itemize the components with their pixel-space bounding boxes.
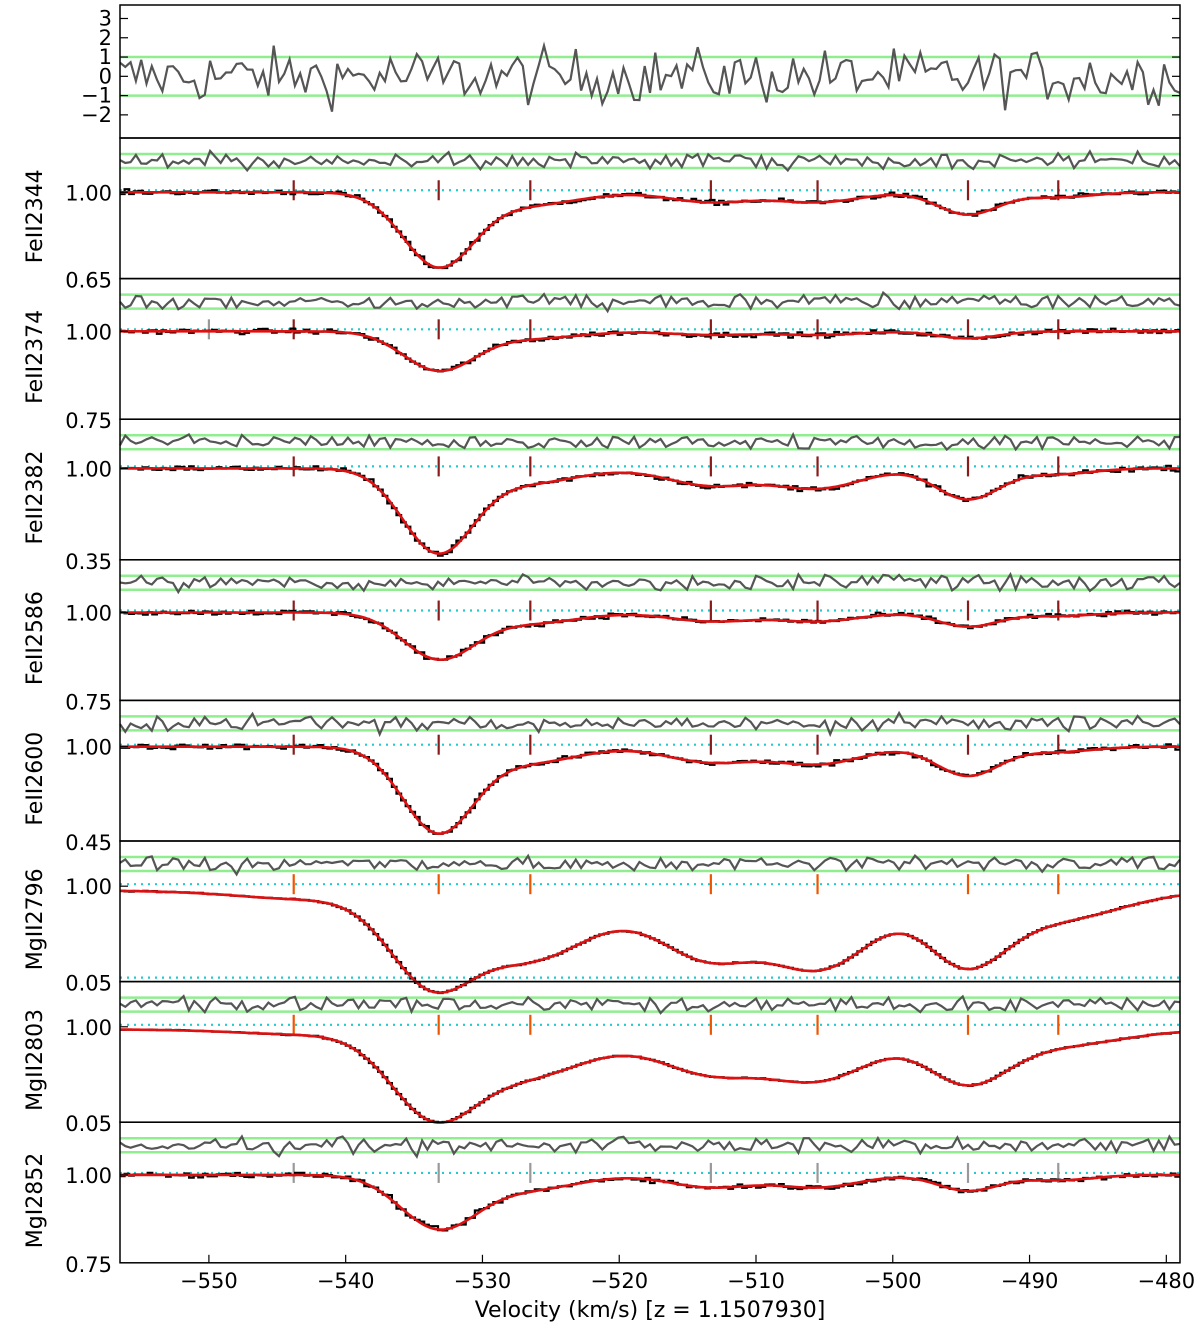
residual-line: [119, 41, 1181, 112]
spectrum-panel-feii2344: 1.00 0.65 FeII2344: [23, 137, 1181, 293]
panel-label: FeII2374: [23, 310, 48, 404]
residual-ytick-label: 1: [99, 45, 112, 69]
model-curve: [120, 1173, 1180, 1231]
ytick-label-unity: 1.00: [65, 457, 112, 481]
panel-residual-line: [119, 853, 1181, 877]
panel-residual-line: [119, 1134, 1181, 1160]
residual-ytick-label: −2: [81, 103, 112, 127]
x-axis-label: Velocity (km/s) [z = 1.1507930]: [475, 1298, 826, 1322]
xtick-label: −540: [317, 1269, 375, 1293]
ytick-label-min: 0.05: [65, 1112, 112, 1136]
model-curve: [120, 889, 1181, 994]
spectrum-panel-feii2586: 1.00 0.75 FeII2586: [23, 559, 1181, 714]
spectrum-panel-mgi2852: 1.00 0.75 MgI2852: [23, 1121, 1181, 1277]
model-curve: [120, 1028, 1181, 1124]
xtick-label: −510: [727, 1269, 785, 1293]
ytick-label-min: 0.45: [65, 831, 112, 855]
x-axis: −550 −540 −530 −520 −510 −500 −490 −480: [180, 1254, 1195, 1293]
panel-frame: [119, 277, 1181, 420]
data-histogram: [120, 1028, 1180, 1124]
residual-ytick-label: −1: [81, 84, 112, 108]
panel-residual-line: [119, 290, 1181, 314]
panel-label: MgII2796: [23, 868, 48, 970]
ytick-label-unity: 1.00: [65, 181, 112, 205]
ytick-label-min: 0.75: [65, 409, 112, 433]
data-histogram: [120, 327, 1180, 373]
spectrum-panel-feii2374: 1.00 0.75 FeII2374: [23, 277, 1181, 433]
spectrum-panel-mgii2803: 1.00 0.05 MgII2803: [23, 980, 1181, 1136]
residual-ytick-label: 0: [99, 64, 112, 88]
panel-frame: [119, 1121, 1181, 1264]
panel-label: MgI2852: [23, 1153, 48, 1248]
data-histogram: [120, 188, 1180, 270]
model-curve: [120, 329, 1180, 373]
panel-label: MgII2803: [23, 1009, 48, 1111]
model-curve: [120, 745, 1180, 835]
xtick-label: −530: [454, 1269, 512, 1293]
ytick-label-unity: 1.00: [65, 875, 112, 899]
xtick-label: −550: [180, 1269, 238, 1293]
data-histogram: [120, 889, 1180, 995]
xtick-label: −500: [864, 1269, 922, 1293]
model-curve: [120, 191, 1180, 269]
residual-ytick-label: 2: [99, 26, 112, 50]
xtick-label: −520: [590, 1269, 648, 1293]
panel-residual-line: [119, 710, 1181, 738]
panel-residual-line: [119, 571, 1181, 595]
spectrum-panel-mgii2796: 1.00 0.05 MgII2796: [23, 840, 1181, 996]
panel-label: FeII2382: [23, 451, 48, 545]
model-curve: [120, 611, 1180, 662]
panel-residual-line: [119, 148, 1181, 173]
ytick-label-unity: 1.00: [65, 602, 112, 626]
panel-label: FeII2344: [23, 169, 48, 263]
model-curve: [120, 467, 1180, 555]
spectrum-panel-feii2600: 1.00 0.45 FeII2600: [23, 699, 1181, 855]
panel-label: FeII2586: [23, 591, 48, 685]
ytick-label-unity: 1.00: [65, 1164, 112, 1188]
residual-ytick-label: 3: [99, 6, 112, 30]
ytick-label-min: 0.75: [65, 1253, 112, 1277]
panel-frame: [119, 980, 1181, 1123]
ytick-label-unity: 1.00: [65, 1016, 112, 1040]
panel-residual-line: [119, 994, 1181, 1015]
panel-label: FeII2600: [23, 732, 48, 826]
xtick-label: −480: [1137, 1269, 1195, 1293]
ytick-label-min: 0.65: [65, 269, 112, 293]
panel-residual-line: [119, 431, 1181, 452]
xtick-label: −490: [1001, 1269, 1059, 1293]
ytick-label-unity: 1.00: [65, 736, 112, 760]
ytick-label-min: 0.05: [65, 972, 112, 996]
spectrum-panel-feii2382: 1.00 0.35 FeII2382: [23, 418, 1181, 574]
ytick-label-unity: 1.00: [65, 320, 112, 344]
ytick-label-min: 0.35: [65, 550, 112, 574]
ytick-label-min: 0.75: [65, 690, 112, 714]
